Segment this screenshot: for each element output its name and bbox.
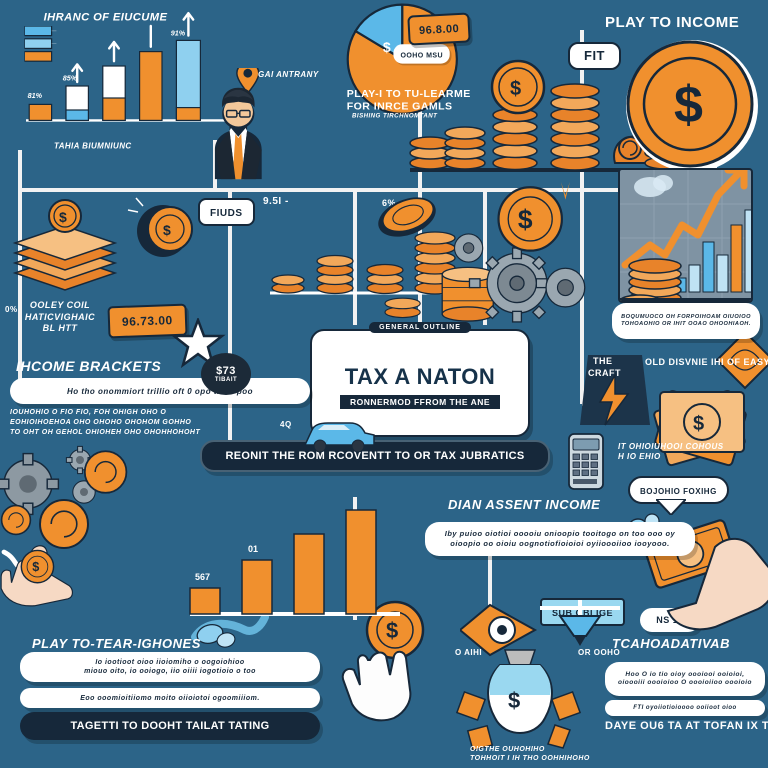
svg-text:$: $ xyxy=(163,222,171,238)
svg-text:$: $ xyxy=(518,205,533,235)
svg-text:$: $ xyxy=(510,78,521,100)
svg-text:01: 01 xyxy=(248,544,258,554)
svg-text:567: 567 xyxy=(195,572,210,582)
svg-text:91%: 91% xyxy=(171,29,186,38)
svg-text:$: $ xyxy=(59,209,67,225)
svg-text:$: $ xyxy=(32,560,39,574)
svg-text:$: $ xyxy=(383,39,391,55)
svg-text:$: $ xyxy=(693,413,704,435)
svg-text:85%: 85% xyxy=(63,73,78,82)
svg-text:$: $ xyxy=(674,76,703,134)
svg-text:$: $ xyxy=(508,688,520,713)
svg-text:$: $ xyxy=(386,618,398,643)
svg-text:81%: 81% xyxy=(28,91,43,100)
